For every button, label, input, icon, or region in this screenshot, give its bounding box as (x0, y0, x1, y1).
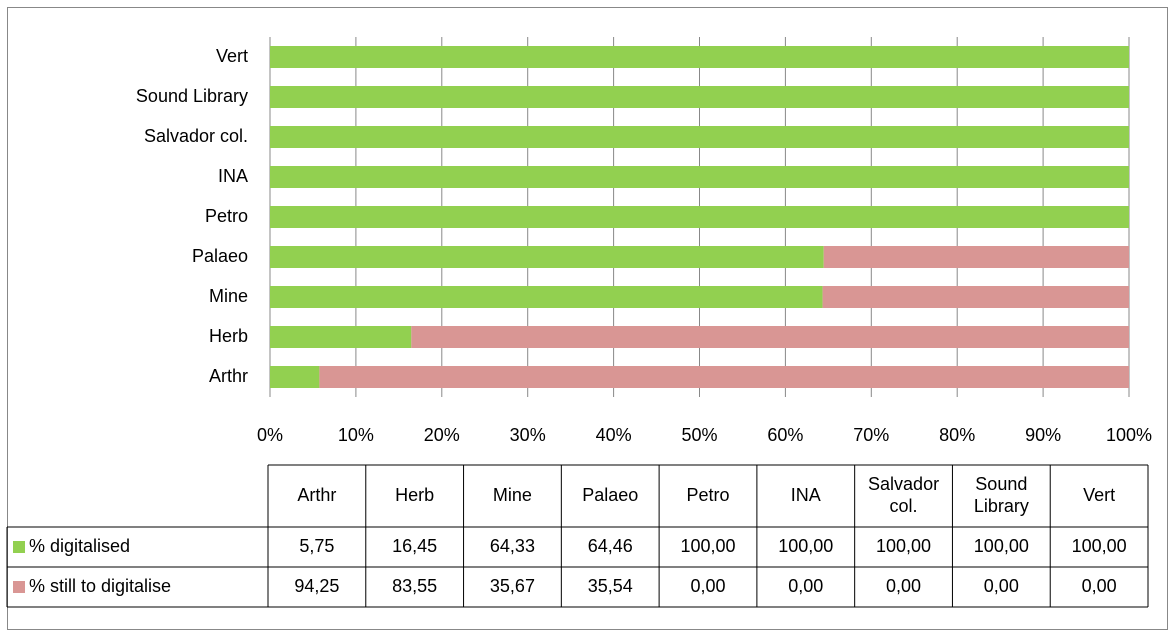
x-tick-label: 100% (1106, 425, 1152, 445)
y-tick-label: INA (218, 166, 248, 186)
bar-segment (822, 286, 1129, 308)
x-tick-label: 60% (767, 425, 803, 445)
table-cell: 0,00 (788, 576, 823, 596)
bar-segment (270, 286, 823, 308)
table-header: Herb (395, 485, 434, 505)
x-tick-label: 40% (596, 425, 632, 445)
x-tick-label: 50% (681, 425, 717, 445)
legend-label: % digitalised (29, 536, 130, 556)
x-tick-label: 10% (338, 425, 374, 445)
bar-segment (823, 246, 1129, 268)
x-tick-label: 0% (257, 425, 283, 445)
bar-segment (270, 246, 824, 268)
table-cell: 94,25 (294, 576, 339, 596)
table-cell: 0,00 (886, 576, 921, 596)
x-tick-label: 90% (1025, 425, 1061, 445)
table-cell: 100,00 (778, 536, 833, 556)
y-tick-label: Petro (205, 206, 248, 226)
table-cell: 83,55 (392, 576, 437, 596)
y-tick-label: Palaeo (192, 246, 248, 266)
table-cell: 100,00 (680, 536, 735, 556)
table-cell: 35,54 (588, 576, 633, 596)
bar-segment (270, 126, 1129, 148)
legend-swatch (13, 541, 25, 553)
x-tick-label: 70% (853, 425, 889, 445)
x-tick-label: 20% (424, 425, 460, 445)
bar-segment (319, 366, 1130, 388)
table-header: INA (791, 485, 821, 505)
table-cell: 5,75 (299, 536, 334, 556)
y-tick-label: Herb (209, 326, 248, 346)
bar-segment (270, 46, 1129, 68)
y-tick-label: Arthr (209, 366, 248, 386)
bar-segment (270, 326, 412, 348)
table-header: Sound Library (974, 474, 1029, 516)
legend-label: % still to digitalise (29, 576, 171, 596)
table-cell: 0,00 (1082, 576, 1117, 596)
table-header: Mine (493, 485, 532, 505)
y-tick-label: Mine (209, 286, 248, 306)
legend-swatch (13, 581, 25, 593)
bar-segment (270, 206, 1129, 228)
table-cell: 100,00 (876, 536, 931, 556)
table-cell: 0,00 (984, 576, 1019, 596)
y-tick-label: Vert (216, 46, 248, 66)
table-header: Palaeo (582, 485, 638, 505)
table-cell: 100,00 (974, 536, 1029, 556)
bar-segment (411, 326, 1129, 348)
table-cell: 35,67 (490, 576, 535, 596)
table-header: Vert (1083, 485, 1115, 505)
bar-segment (270, 166, 1129, 188)
x-tick-label: 80% (939, 425, 975, 445)
x-tick-label: 30% (510, 425, 546, 445)
y-tick-label: Salvador col. (144, 126, 248, 146)
bar-segment (270, 366, 320, 388)
table-cell: 16,45 (392, 536, 437, 556)
table-cell: 0,00 (690, 576, 725, 596)
table-header: Salvador col. (868, 474, 939, 516)
table-header: Arthr (297, 485, 336, 505)
table-header: Petro (686, 485, 729, 505)
chart-border (7, 7, 1168, 630)
table-cell: 64,33 (490, 536, 535, 556)
bar-segment (270, 86, 1129, 108)
y-tick-label: Sound Library (136, 86, 248, 106)
table-cell: 64,46 (588, 536, 633, 556)
table-cell: 100,00 (1072, 536, 1127, 556)
